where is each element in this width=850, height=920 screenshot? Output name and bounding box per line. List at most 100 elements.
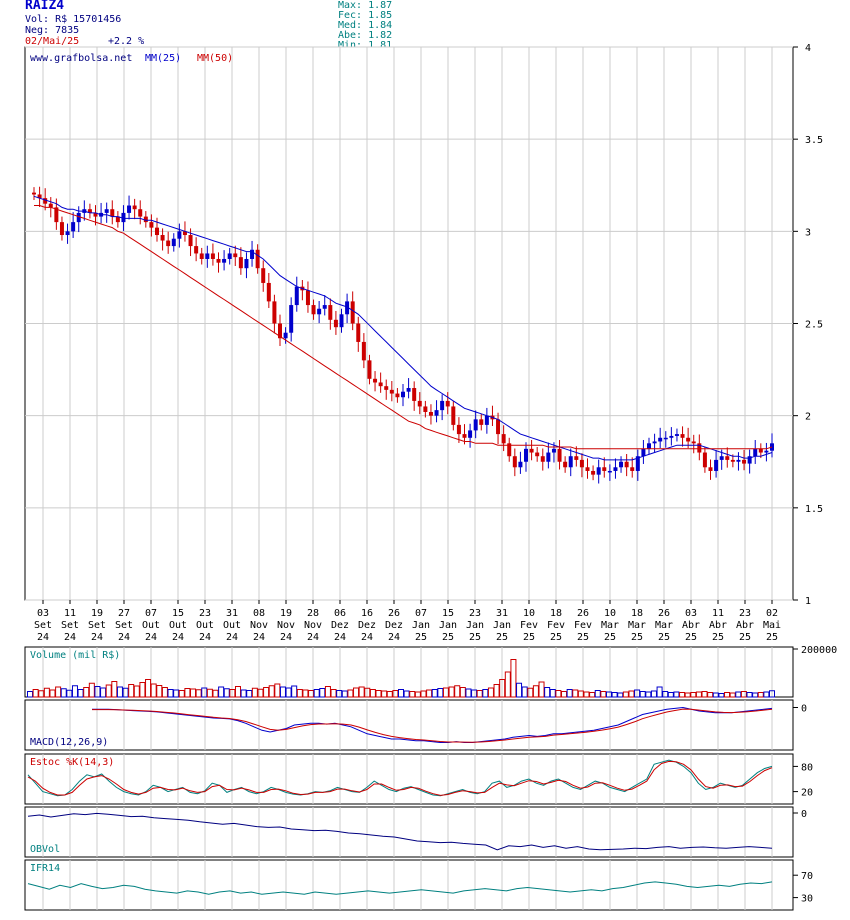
x-tick-label: 26 [388, 608, 400, 619]
x-tick-label: Jan [412, 620, 430, 631]
volume-bar [561, 691, 568, 698]
x-tick-label: 26 [658, 608, 670, 619]
volume-bar [122, 687, 129, 698]
x-tick-label: 25 [739, 632, 751, 643]
volume-bar [43, 687, 50, 698]
x-tick-label: 24 [64, 632, 76, 643]
volume-bar [313, 689, 320, 698]
candle-up [736, 459, 741, 462]
volume-bar [201, 687, 208, 698]
candle-down [278, 323, 282, 339]
x-tick-label: Nov [277, 620, 295, 631]
x-tick-label: 06 [334, 608, 346, 619]
candle-down [210, 253, 215, 259]
x-tick-label: 07 [145, 608, 157, 619]
volume-bar [381, 690, 388, 698]
volume-bar [234, 686, 241, 698]
candle-down [194, 246, 199, 254]
volume-bar [246, 690, 253, 698]
candle-down [702, 452, 707, 468]
candle-up [524, 448, 528, 462]
candle-down [579, 459, 584, 468]
x-tick-label: 24 [253, 632, 265, 643]
volume-bar [308, 690, 315, 698]
candle-up [345, 301, 350, 315]
candle-up [546, 452, 551, 462]
volume-bar [656, 686, 663, 698]
x-tick-label: 24 [388, 632, 400, 643]
candle-down [680, 434, 685, 438]
x-tick-label: Abr [682, 620, 700, 631]
candle-down [333, 319, 338, 328]
candle-down [350, 301, 355, 324]
candle-down [384, 386, 389, 390]
x-tick-label: Nov [304, 620, 322, 631]
x-tick-label: 25 [550, 632, 562, 643]
candle-down [43, 198, 48, 204]
volume-bar [532, 685, 539, 698]
x-tick-label: Jan [466, 620, 484, 631]
volume-bar [178, 690, 185, 698]
x-tick-label: Fev [547, 620, 565, 631]
indicator-line-main [27, 812, 773, 851]
volume-bar [740, 691, 747, 698]
candle-down [389, 389, 394, 394]
x-tick-label: 24 [91, 632, 103, 643]
candle-down [373, 378, 378, 383]
candle-down [428, 411, 433, 416]
x-tick-label: Dez [385, 620, 403, 631]
volume-bar [319, 688, 326, 698]
x-tick-label: 16 [361, 608, 373, 619]
x-tick-label: Abr [736, 620, 754, 631]
y-tick-label: 4 [805, 43, 811, 54]
volume-bar [454, 685, 461, 698]
candle-down [507, 443, 512, 457]
candle-up [205, 253, 210, 259]
volume-bar [347, 689, 354, 698]
candle-up [71, 222, 76, 232]
volume-bar [729, 692, 736, 698]
volume-bar [302, 689, 309, 698]
candle-down [574, 456, 579, 460]
volume-text: Vol: R$ 15701456 [25, 14, 122, 25]
volume-bar [718, 693, 725, 698]
volume-bar [161, 687, 168, 698]
candle-down [557, 448, 562, 462]
candle-up [674, 434, 679, 436]
volume-bar [555, 690, 562, 698]
x-tick-label: 11 [712, 608, 724, 619]
indicator-y-tick-label: 70 [801, 871, 813, 882]
x-tick-label: Out [142, 620, 160, 631]
candle-up [121, 212, 126, 223]
candle-down [132, 205, 137, 210]
indicator-line-signal [27, 760, 773, 796]
candle-down [445, 400, 450, 407]
volume-bar [701, 691, 708, 698]
candle-up [613, 467, 618, 471]
x-tick-label: 24 [334, 632, 346, 643]
candle-down [188, 235, 193, 247]
volume-bar [600, 691, 607, 698]
volume-bar [684, 692, 691, 698]
x-tick-label: 19 [91, 608, 103, 619]
volume-bar [527, 687, 534, 698]
candle-down [54, 207, 59, 223]
candle-up [227, 253, 232, 259]
candle-down [423, 406, 428, 412]
indicator-y-tick-label: 80 [801, 762, 813, 773]
price-change: +2.2 % [108, 36, 145, 47]
volume-bar [420, 690, 427, 698]
volume-bar [111, 681, 118, 698]
volume-bar [409, 691, 416, 698]
x-tick-label: 03 [37, 608, 49, 619]
candle-down [361, 341, 366, 361]
volume-bar [476, 690, 483, 698]
candle-down [412, 388, 417, 401]
volume-bar [735, 691, 742, 698]
candle-up [596, 467, 601, 475]
volume-bar [38, 690, 45, 698]
volume-bar [251, 687, 258, 698]
stochastic-title: Estoc %K(14,3) [30, 757, 114, 768]
volume-bar [71, 685, 78, 698]
candle-down [462, 434, 467, 438]
